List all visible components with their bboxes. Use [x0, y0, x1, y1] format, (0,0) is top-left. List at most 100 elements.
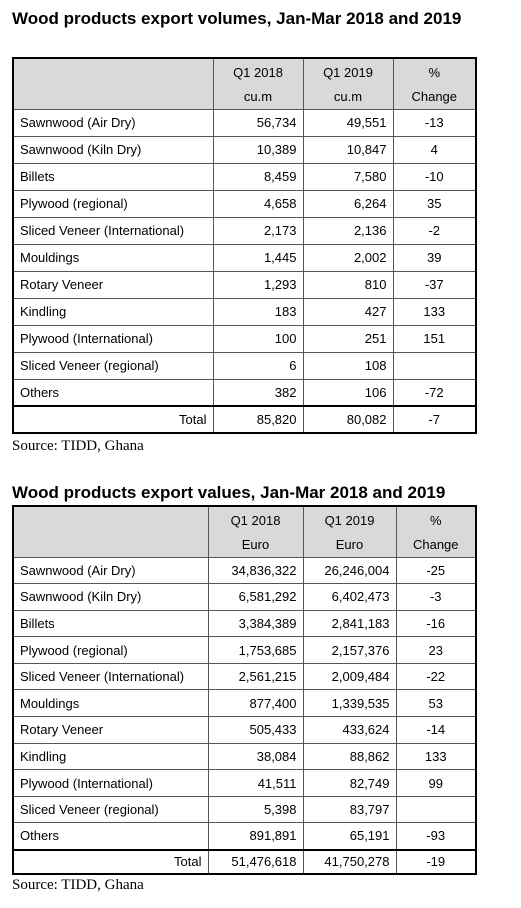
header-cell: cu.m	[302, 85, 394, 109]
cell: 6,581,292	[207, 583, 304, 611]
cell: 433,624	[302, 716, 397, 744]
cell	[392, 351, 477, 380]
cell: Others	[12, 822, 209, 851]
cell: Kindling	[12, 742, 209, 771]
data-row: Billets 8,459 7,580 -10	[12, 162, 477, 191]
cell: -22	[395, 662, 477, 691]
cell: Kindling	[12, 297, 214, 326]
cell: Mouldings	[12, 689, 209, 718]
cell: -93	[395, 822, 477, 851]
cell: 56,734	[212, 108, 304, 137]
header-cell: Q1 2019	[302, 506, 397, 533]
cell: 2,157,376	[302, 636, 397, 664]
data-row: Sliced Veneer (International) 2,173 2,136-…	[12, 216, 477, 245]
cell: 99	[395, 769, 477, 797]
cell: 49,551	[302, 108, 394, 137]
cell: 106	[302, 378, 394, 407]
cell: Rotary Veneer	[12, 716, 209, 744]
data-row: Plywood (International) 41,511 82,749 99	[12, 769, 477, 797]
cell: 26,246,004	[302, 556, 397, 585]
cell: -72	[392, 378, 477, 407]
data-table: Q1 2018 Q1 2019% Euro Euro Change Sawnwood (A…	[12, 505, 477, 875]
total-cell: 51,476,618	[207, 848, 304, 875]
cell: 38,084	[207, 742, 304, 771]
header-cell: Q1 2018	[207, 506, 304, 533]
cell: 34,836,322	[207, 556, 304, 585]
cell: 6,264	[302, 189, 394, 218]
cell: Plywood (regional)	[12, 636, 209, 664]
cell: Sliced Veneer (International)	[12, 216, 214, 245]
cell: 133	[395, 742, 477, 771]
data-row: Billets 3,384,389 2,841,183 -16	[12, 609, 477, 638]
cell: 8,459	[212, 162, 304, 191]
cell: 88,862	[302, 742, 397, 771]
cell: 108	[302, 351, 394, 380]
cell: 891,891	[207, 822, 304, 851]
cell: 4,658	[212, 189, 304, 218]
cell: -3	[395, 583, 477, 611]
cell: -37	[392, 270, 477, 299]
table-title: Wood products export values, Jan-Mar 201…	[12, 483, 446, 502]
cell: 1,753,685	[207, 636, 304, 664]
total-cell: 41,750,278	[302, 848, 397, 875]
cell: 10,389	[212, 135, 304, 164]
cell: 2,136	[302, 216, 394, 245]
cell: 5,398	[207, 795, 304, 824]
cell: Plywood (International)	[12, 769, 209, 797]
table-title: Wood products export volumes, Jan-Mar 20…	[12, 9, 462, 28]
cell: 1,293	[212, 270, 304, 299]
data-row: Sliced Veneer (regional) 5,398 83,797	[12, 795, 477, 824]
cell: 39	[392, 243, 477, 272]
cell	[395, 795, 477, 824]
cell: Sawnwood (Kiln Dry)	[12, 583, 209, 611]
cell: Sawnwood (Air Dry)	[12, 556, 209, 585]
header-row: Euro Euro Change	[12, 533, 477, 557]
data-row: Plywood (International) 100 251 151	[12, 324, 477, 353]
header-cell: Q1 2019	[302, 58, 394, 85]
header-cell: cu.m	[212, 85, 304, 109]
header-cell: Euro	[302, 533, 397, 557]
cell: 7,580	[302, 162, 394, 191]
data-row: Mouldings 1,445 2,002 39	[12, 243, 477, 272]
data-table: Q1 2018 Q1 2019% cu.m cu.m Change Sawnwood (A…	[12, 57, 477, 434]
data-row: Sawnwood (Kiln Dry) 10,389 10,847 4	[12, 135, 477, 164]
data-row: Plywood (regional) 1,753,685 2,157,376 23	[12, 636, 477, 664]
cell: 6	[212, 351, 304, 380]
cell: 23	[395, 636, 477, 664]
cell: 1,339,535	[302, 689, 397, 718]
data-row: Others 382 106 -72	[12, 378, 477, 407]
data-row: Sawnwood (Air Dry) 34,836,322 26,246,004 -2…	[12, 556, 477, 585]
data-row: Plywood (regional) 4,658 6,264 35	[12, 189, 477, 218]
total-cell: -19	[395, 848, 477, 875]
header-cell: %	[392, 58, 477, 85]
header-cell	[12, 85, 214, 109]
header-row: Q1 2018 Q1 2019%	[12, 506, 477, 533]
total-cell: Total	[12, 405, 214, 434]
cell: 2,561,215	[207, 662, 304, 691]
cell: -10	[392, 162, 477, 191]
cell: 1,445	[212, 243, 304, 272]
cell: 65,191	[302, 822, 397, 851]
cell: 183	[212, 297, 304, 326]
cell: 427	[302, 297, 394, 326]
data-row: Sliced Veneer (regional) 6 108	[12, 351, 477, 380]
cell: -25	[395, 556, 477, 585]
cell: 35	[392, 189, 477, 218]
header-row: Q1 2018 Q1 2019%	[12, 58, 477, 85]
cell: Plywood (regional)	[12, 189, 214, 218]
header-cell: Q1 2018	[212, 58, 304, 85]
cell: Rotary Veneer	[12, 270, 214, 299]
data-row: Mouldings 877,400 1,339,535 53	[12, 689, 477, 718]
data-row: Rotary Veneer 505,433 433,624 -14	[12, 716, 477, 744]
cell: 41,511	[207, 769, 304, 797]
cell: Plywood (International)	[12, 324, 214, 353]
cell: Sawnwood (Air Dry)	[12, 108, 214, 137]
data-row: Sawnwood (Air Dry) 56,734 49,551 -13	[12, 108, 477, 137]
data-row: Sawnwood (Kiln Dry) 6,581,292 6,402,473 -3	[12, 583, 477, 611]
cell: Billets	[12, 162, 214, 191]
header-row: cu.m cu.m Change	[12, 85, 477, 109]
data-row: Rotary Veneer 1,293 810 -37	[12, 270, 477, 299]
cell: 151	[392, 324, 477, 353]
header-cell	[12, 506, 209, 533]
